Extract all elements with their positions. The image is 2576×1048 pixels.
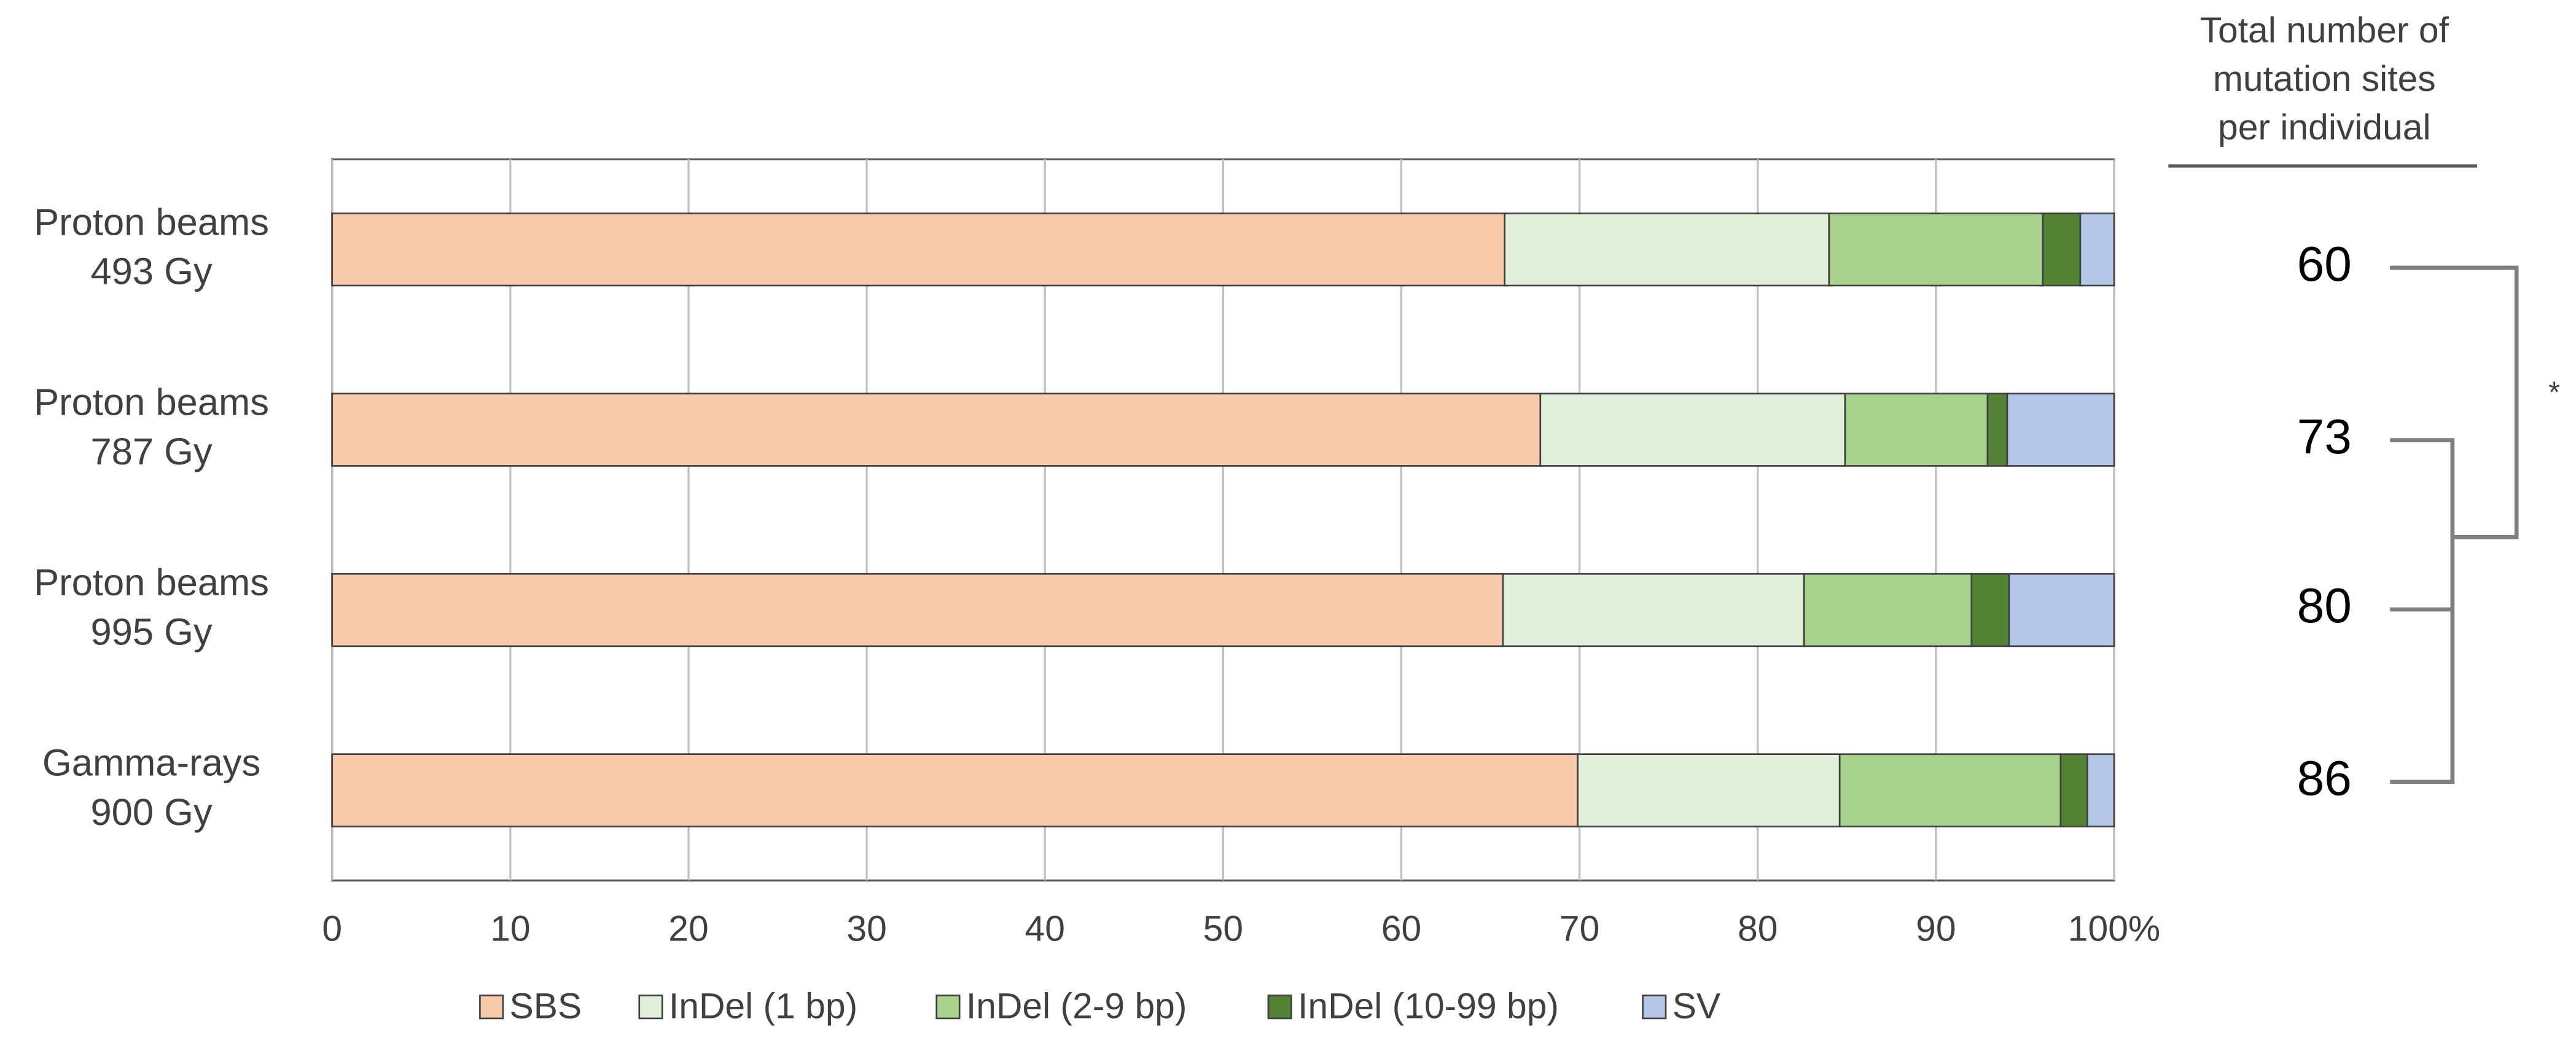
bar-segment — [2008, 573, 2115, 647]
x-tick-label: 10 — [490, 909, 530, 949]
total-value: 60 — [2297, 236, 2352, 291]
y-tick-label: 493 Gy — [90, 250, 213, 292]
legend-label: InDel (1 bp) — [669, 986, 857, 1026]
legend-swatch — [1267, 995, 1292, 1020]
y-tick-label: Gamma-rays — [42, 742, 260, 784]
total-value: 73 — [2297, 409, 2352, 464]
totals-title: Total number of — [2200, 10, 2449, 50]
bar-segment — [1986, 393, 2008, 467]
bar-segment — [2006, 393, 2115, 467]
bar-segment — [1539, 393, 1846, 467]
x-tick-label: 60 — [1381, 909, 1421, 949]
bar-segment — [1828, 212, 2044, 287]
totals-title: per individual — [2218, 108, 2431, 147]
y-tick-label: 900 Gy — [90, 791, 213, 834]
total-value: 86 — [2297, 750, 2352, 805]
total-value: 80 — [2297, 577, 2352, 633]
bar-segment — [1803, 573, 1973, 647]
y-tick-label: Proton beams — [34, 381, 269, 424]
significance-bracket — [2390, 265, 2519, 784]
bar-segment — [1502, 573, 1805, 647]
legend-swatch — [638, 995, 663, 1020]
bar-segment — [2079, 212, 2115, 287]
significance-mark: * — [2548, 375, 2560, 409]
x-tick-label: 100% — [2068, 909, 2160, 949]
legend-label: SV — [1672, 986, 1720, 1026]
bar-segment — [2086, 753, 2115, 827]
totals-title: mutation sites — [2213, 59, 2436, 99]
bar-segment — [331, 393, 1542, 467]
bar-segment — [1504, 212, 1830, 287]
x-tick-label: 70 — [1559, 909, 1599, 949]
bar-segment — [331, 212, 1506, 287]
bar-segment — [1838, 753, 2062, 827]
legend-label: InDel (10-99 bp) — [1298, 986, 1559, 1026]
legend-swatch — [479, 995, 504, 1020]
legend-label: SBS — [510, 986, 582, 1026]
legend-swatch — [1642, 995, 1667, 1020]
x-tick-label: 90 — [1916, 909, 1956, 949]
x-tick-label: 50 — [1203, 909, 1243, 949]
bar-segment — [2059, 753, 2088, 827]
x-tick-label: 20 — [668, 909, 708, 949]
bar-segment — [331, 753, 1579, 827]
y-tick-label: 995 Gy — [90, 611, 213, 653]
bar-segment — [1970, 573, 2010, 647]
legend-swatch — [935, 995, 961, 1020]
x-tick-label: 30 — [846, 909, 886, 949]
y-tick-label: Proton beams — [34, 201, 269, 243]
y-tick-label: 787 Gy — [90, 431, 213, 473]
x-tick-label: 80 — [1738, 909, 1778, 949]
x-tick-label: 40 — [1025, 909, 1065, 949]
x-tick-label: 0 — [322, 909, 342, 949]
bar-segment — [1844, 393, 1989, 467]
bar-segment — [2042, 212, 2082, 287]
bar-segment — [1577, 753, 1841, 827]
bar-segment — [331, 573, 1504, 647]
y-tick-label: Proton beams — [34, 561, 269, 604]
legend-label: InDel (2-9 bp) — [966, 986, 1187, 1026]
